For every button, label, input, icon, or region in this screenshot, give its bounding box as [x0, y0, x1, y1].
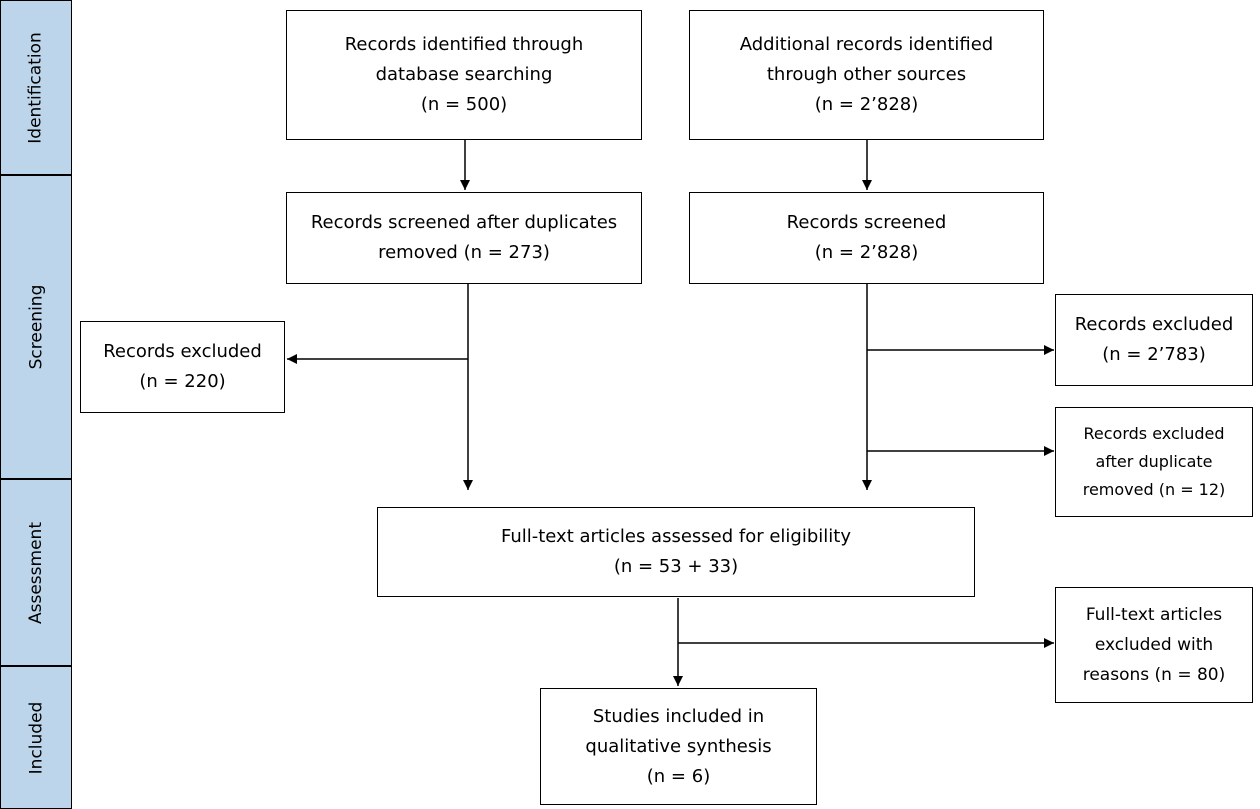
- box-line: database searching: [375, 64, 553, 85]
- box-fulltext-assessed: Full-text articles assessed for eligibil…: [377, 507, 975, 597]
- phase-assessment: Assessment: [0, 479, 72, 666]
- box-line: Records excluded: [1074, 314, 1234, 335]
- box-database-searching: Records identified through database sear…: [286, 10, 642, 140]
- box-line: (n = 2’828): [814, 242, 919, 263]
- box-line: Records excluded: [1083, 424, 1225, 443]
- box-line: (n = 2’828): [814, 94, 919, 115]
- phase-screening: Screening: [0, 175, 72, 479]
- box-studies-included: Studies included in qualitative synthesi…: [540, 688, 817, 805]
- box-line: Full-text articles: [1085, 605, 1223, 625]
- box-line: (n = 2’783): [1102, 344, 1206, 365]
- box-line: through other sources: [766, 64, 967, 85]
- box-line: after duplicate: [1095, 452, 1213, 471]
- phase-identification: Identification: [0, 0, 72, 175]
- box-records-screened: Records screened (n = 2’828): [689, 192, 1044, 284]
- box-line: removed (n = 273): [378, 242, 550, 263]
- box-line: Records excluded: [103, 341, 262, 362]
- box-line: (n = 53 + 33): [613, 556, 739, 577]
- box-line: Records screened after duplicates: [310, 212, 618, 233]
- box-line: (n = 6): [646, 765, 711, 787]
- box-line: removed (n = 12): [1082, 480, 1226, 499]
- box-line: reasons (n = 80): [1082, 665, 1226, 685]
- box-records-excluded-left: Records excluded (n = 220): [80, 321, 285, 413]
- box-line: qualitative synthesis: [585, 735, 772, 757]
- box-fulltext-excluded: Full-text articles excluded with reasons…: [1055, 587, 1253, 703]
- phase-included: Included: [0, 666, 72, 809]
- box-line: Studies included in: [592, 705, 765, 727]
- box-line: Additional records identified: [739, 34, 994, 55]
- box-line: Records screened: [786, 212, 947, 233]
- box-line: excluded with: [1094, 635, 1214, 655]
- box-records-excluded-right: Records excluded (n = 2’783): [1055, 294, 1253, 386]
- box-line: Full-text articles assessed for eligibil…: [500, 526, 852, 547]
- box-line: Records identified through: [344, 34, 584, 55]
- box-screened-after-duplicates: Records screened after duplicates remove…: [286, 192, 642, 284]
- box-line: (n = 500): [420, 94, 508, 115]
- box-other-sources: Additional records identified through ot…: [689, 10, 1044, 140]
- box-line: (n = 220): [139, 371, 226, 392]
- box-records-excluded-duplicate: Records excluded after duplicate removed…: [1055, 407, 1253, 517]
